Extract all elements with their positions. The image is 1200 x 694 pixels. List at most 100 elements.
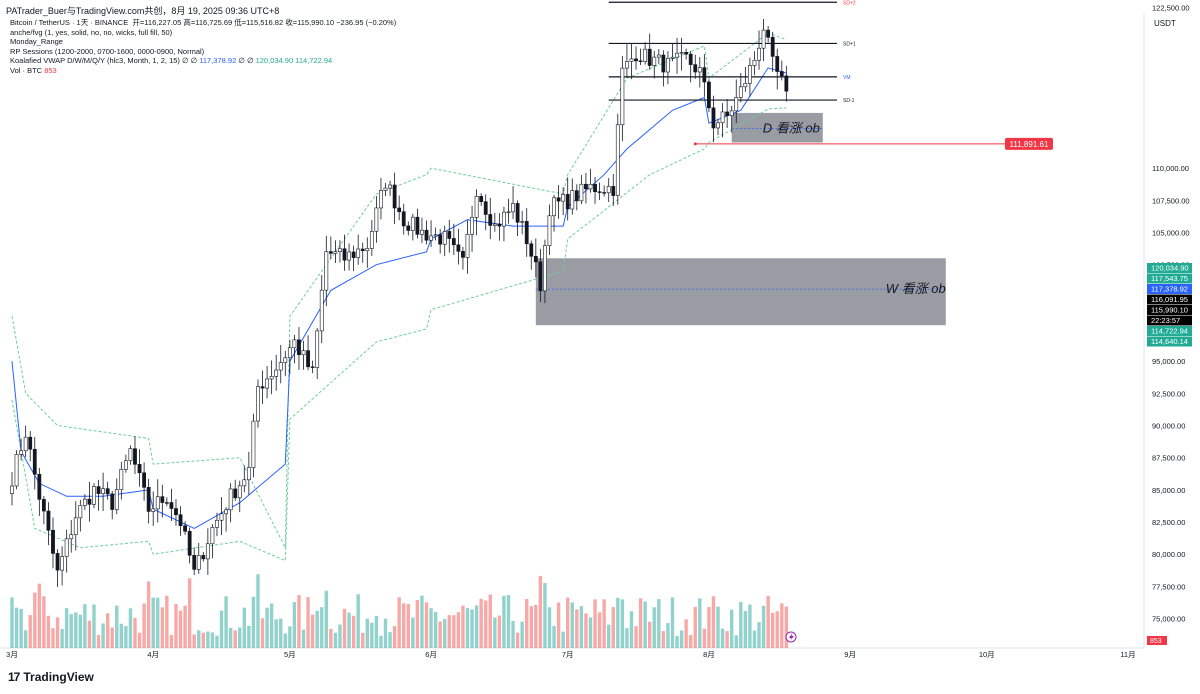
candle-body (155, 496, 160, 510)
candle-body (274, 369, 279, 377)
volume-bar (461, 605, 465, 648)
volume-bar (465, 608, 470, 648)
candle-body (256, 386, 260, 422)
order-block-zones: D 看涨 ob W 看涨 ob 111,891.61 (535, 112, 1053, 326)
volume-bar (183, 605, 187, 648)
candle-body (656, 54, 661, 58)
indicator-volume[interactable]: Vol · BTC 853 (10, 66, 396, 76)
volume-bar (607, 624, 611, 648)
price-badge (1147, 336, 1192, 347)
tradingview-logo[interactable]: 17 TradingView (8, 670, 94, 684)
candle-body (105, 488, 110, 495)
price-badge-label: 117,543.75 (1151, 274, 1188, 283)
volume-bar (579, 606, 584, 648)
candle-body (14, 454, 19, 487)
indicator-monday-range[interactable]: Monday_Range (10, 37, 63, 47)
volume-bar (83, 604, 87, 648)
volume-bar (128, 608, 133, 648)
candle-body (146, 487, 151, 512)
sd-label: SD+2 (843, 0, 856, 6)
time-tick-label: 6月 (425, 650, 437, 659)
volume-bar (597, 612, 602, 648)
volume-bar (679, 630, 684, 648)
candle-body (46, 510, 51, 531)
volume-bar (137, 632, 142, 648)
volume-bar (757, 622, 761, 648)
candles (10, 19, 789, 587)
volume-bar (383, 618, 388, 648)
candle-body (483, 201, 488, 215)
volume-bar (361, 632, 365, 648)
candle-body (552, 197, 556, 217)
volume-bar (638, 598, 643, 648)
volume-bar (219, 610, 224, 648)
indicator-rp-sessions[interactable]: RP Sessions (1200-2000, 0700-1600, 0000-… (10, 46, 205, 56)
volume-bar (256, 574, 260, 648)
volume-bar (187, 578, 192, 648)
time-tick-label: 5月 (284, 650, 296, 659)
candle-body (32, 448, 37, 475)
volume-bar (292, 602, 297, 648)
candle-body (260, 386, 265, 389)
volume-bar (96, 634, 101, 648)
time-tick-label: 3月 (6, 650, 18, 659)
candle-body (210, 527, 215, 545)
volume-bar (602, 599, 606, 648)
volume-bar (688, 635, 693, 648)
volume-bar (561, 631, 565, 648)
volume-bar (388, 632, 392, 648)
volume-bar (406, 603, 410, 648)
candle-body (406, 225, 411, 231)
time-tick-label: 11月 (1120, 650, 1135, 659)
volume-bar (374, 615, 379, 648)
candle-body (82, 498, 87, 506)
price-badge (1147, 284, 1192, 294)
volume-bar (588, 617, 593, 648)
indicator-fvg[interactable]: anche/fvg (1, yes, solid, no, no, wicks,… (10, 27, 173, 37)
volume-bar (566, 597, 570, 648)
volume-bar (402, 603, 406, 648)
volume-bar (752, 630, 757, 648)
candle-body (123, 460, 128, 470)
volume-bar (420, 595, 424, 648)
candle-body (461, 251, 465, 258)
volume-bar (260, 618, 265, 648)
volume-bar (347, 612, 351, 648)
candle-body (584, 183, 588, 190)
candle-body (347, 251, 351, 261)
volume-bar (474, 605, 479, 648)
volume-bar (60, 629, 64, 648)
symbol-ohlc-row[interactable]: Bitcoin / TetherUS · 1天 · BINANCE 开=116,… (10, 18, 396, 28)
volume-bar (470, 609, 474, 648)
candle-body (688, 53, 693, 65)
volume-bar (165, 595, 169, 648)
volume-bar (142, 603, 146, 648)
candle-body (652, 56, 657, 66)
volume-bar (629, 611, 634, 648)
volume-bar (766, 595, 770, 648)
candle-body (711, 107, 716, 129)
volume-bar (233, 630, 237, 648)
ohlc-values: 开=116,227.05 高=116,725.69 低=115,516.82 收… (132, 18, 397, 27)
indicator-vwap[interactable]: Koalafied VWAP D/W/M/Q/Y (hlc3, Month, 1… (10, 56, 396, 66)
volume-bar (657, 599, 661, 648)
candle-body (319, 289, 324, 332)
volume-bar (379, 635, 383, 648)
volume-bar (315, 610, 319, 648)
volume-bar (648, 621, 652, 648)
lightning-icon[interactable] (785, 631, 797, 643)
candle-body (543, 245, 547, 292)
volume-bar (110, 627, 114, 648)
volume-bar (306, 597, 310, 648)
candle-body (556, 197, 561, 202)
volume-bar (570, 602, 574, 648)
volume-bar (42, 596, 46, 648)
time-tick-label: 10月 (979, 650, 995, 659)
volume-bar (324, 590, 328, 648)
price-tick-label: 92,500.00 (1152, 389, 1185, 398)
candle-body (515, 203, 520, 223)
candle-body (23, 436, 28, 452)
candle-body (192, 554, 197, 570)
